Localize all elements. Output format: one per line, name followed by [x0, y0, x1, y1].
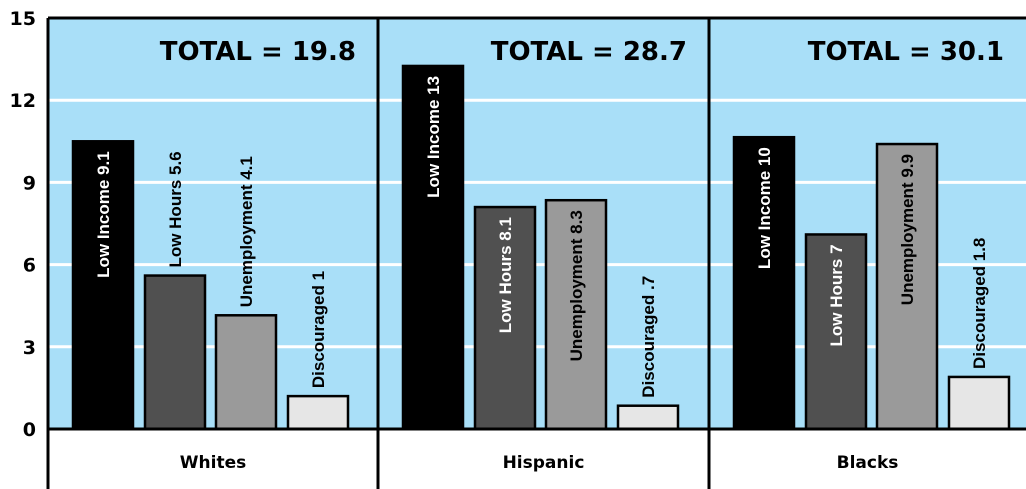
y-tick-label: 15 — [10, 8, 36, 30]
bar-label: Discouraged 1.8 — [970, 238, 989, 369]
bar — [875, 142, 939, 431]
bar — [544, 198, 608, 431]
bar-label: Low Income 10 — [755, 147, 774, 269]
bar — [947, 375, 1011, 431]
bar-label: Low Hours 8.1 — [496, 217, 515, 333]
x-category-label: Blacks — [837, 453, 899, 473]
bar-label: Low Income 13 — [424, 76, 443, 198]
bar-label: Discouraged .7 — [639, 276, 658, 398]
bar — [286, 394, 350, 431]
bar-label: Unemployment 9.9 — [898, 154, 917, 305]
bar-label: Low Hours 7 — [827, 244, 846, 346]
y-tick-label: 3 — [23, 337, 36, 359]
group-total-label: TOTAL = 28.7 — [491, 37, 687, 67]
x-category-label: Hispanic — [503, 453, 585, 473]
bar — [732, 135, 796, 431]
y-tick-label: 9 — [23, 172, 36, 194]
x-category-label: Whites — [180, 453, 246, 473]
bar — [71, 140, 135, 431]
bar — [214, 314, 278, 431]
y-tick-label: 12 — [10, 90, 36, 112]
group-total-label: TOTAL = 19.8 — [160, 37, 356, 67]
bar-label: Low Income 9.1 — [94, 151, 113, 278]
y-tick-label: 6 — [23, 255, 36, 277]
bar — [804, 233, 868, 431]
group-total-label: TOTAL = 30.1 — [808, 37, 1004, 67]
bar — [143, 274, 207, 431]
bar-label: Discouraged 1 — [309, 271, 328, 388]
bar-label: Low Hours 5.6 — [166, 151, 185, 267]
bar — [616, 404, 680, 431]
bar — [473, 205, 537, 431]
bar — [401, 64, 465, 431]
y-tick-label: 0 — [23, 419, 36, 441]
bar-label: Unemployment 4.1 — [237, 156, 256, 307]
bar-label: Unemployment 8.3 — [567, 210, 586, 361]
